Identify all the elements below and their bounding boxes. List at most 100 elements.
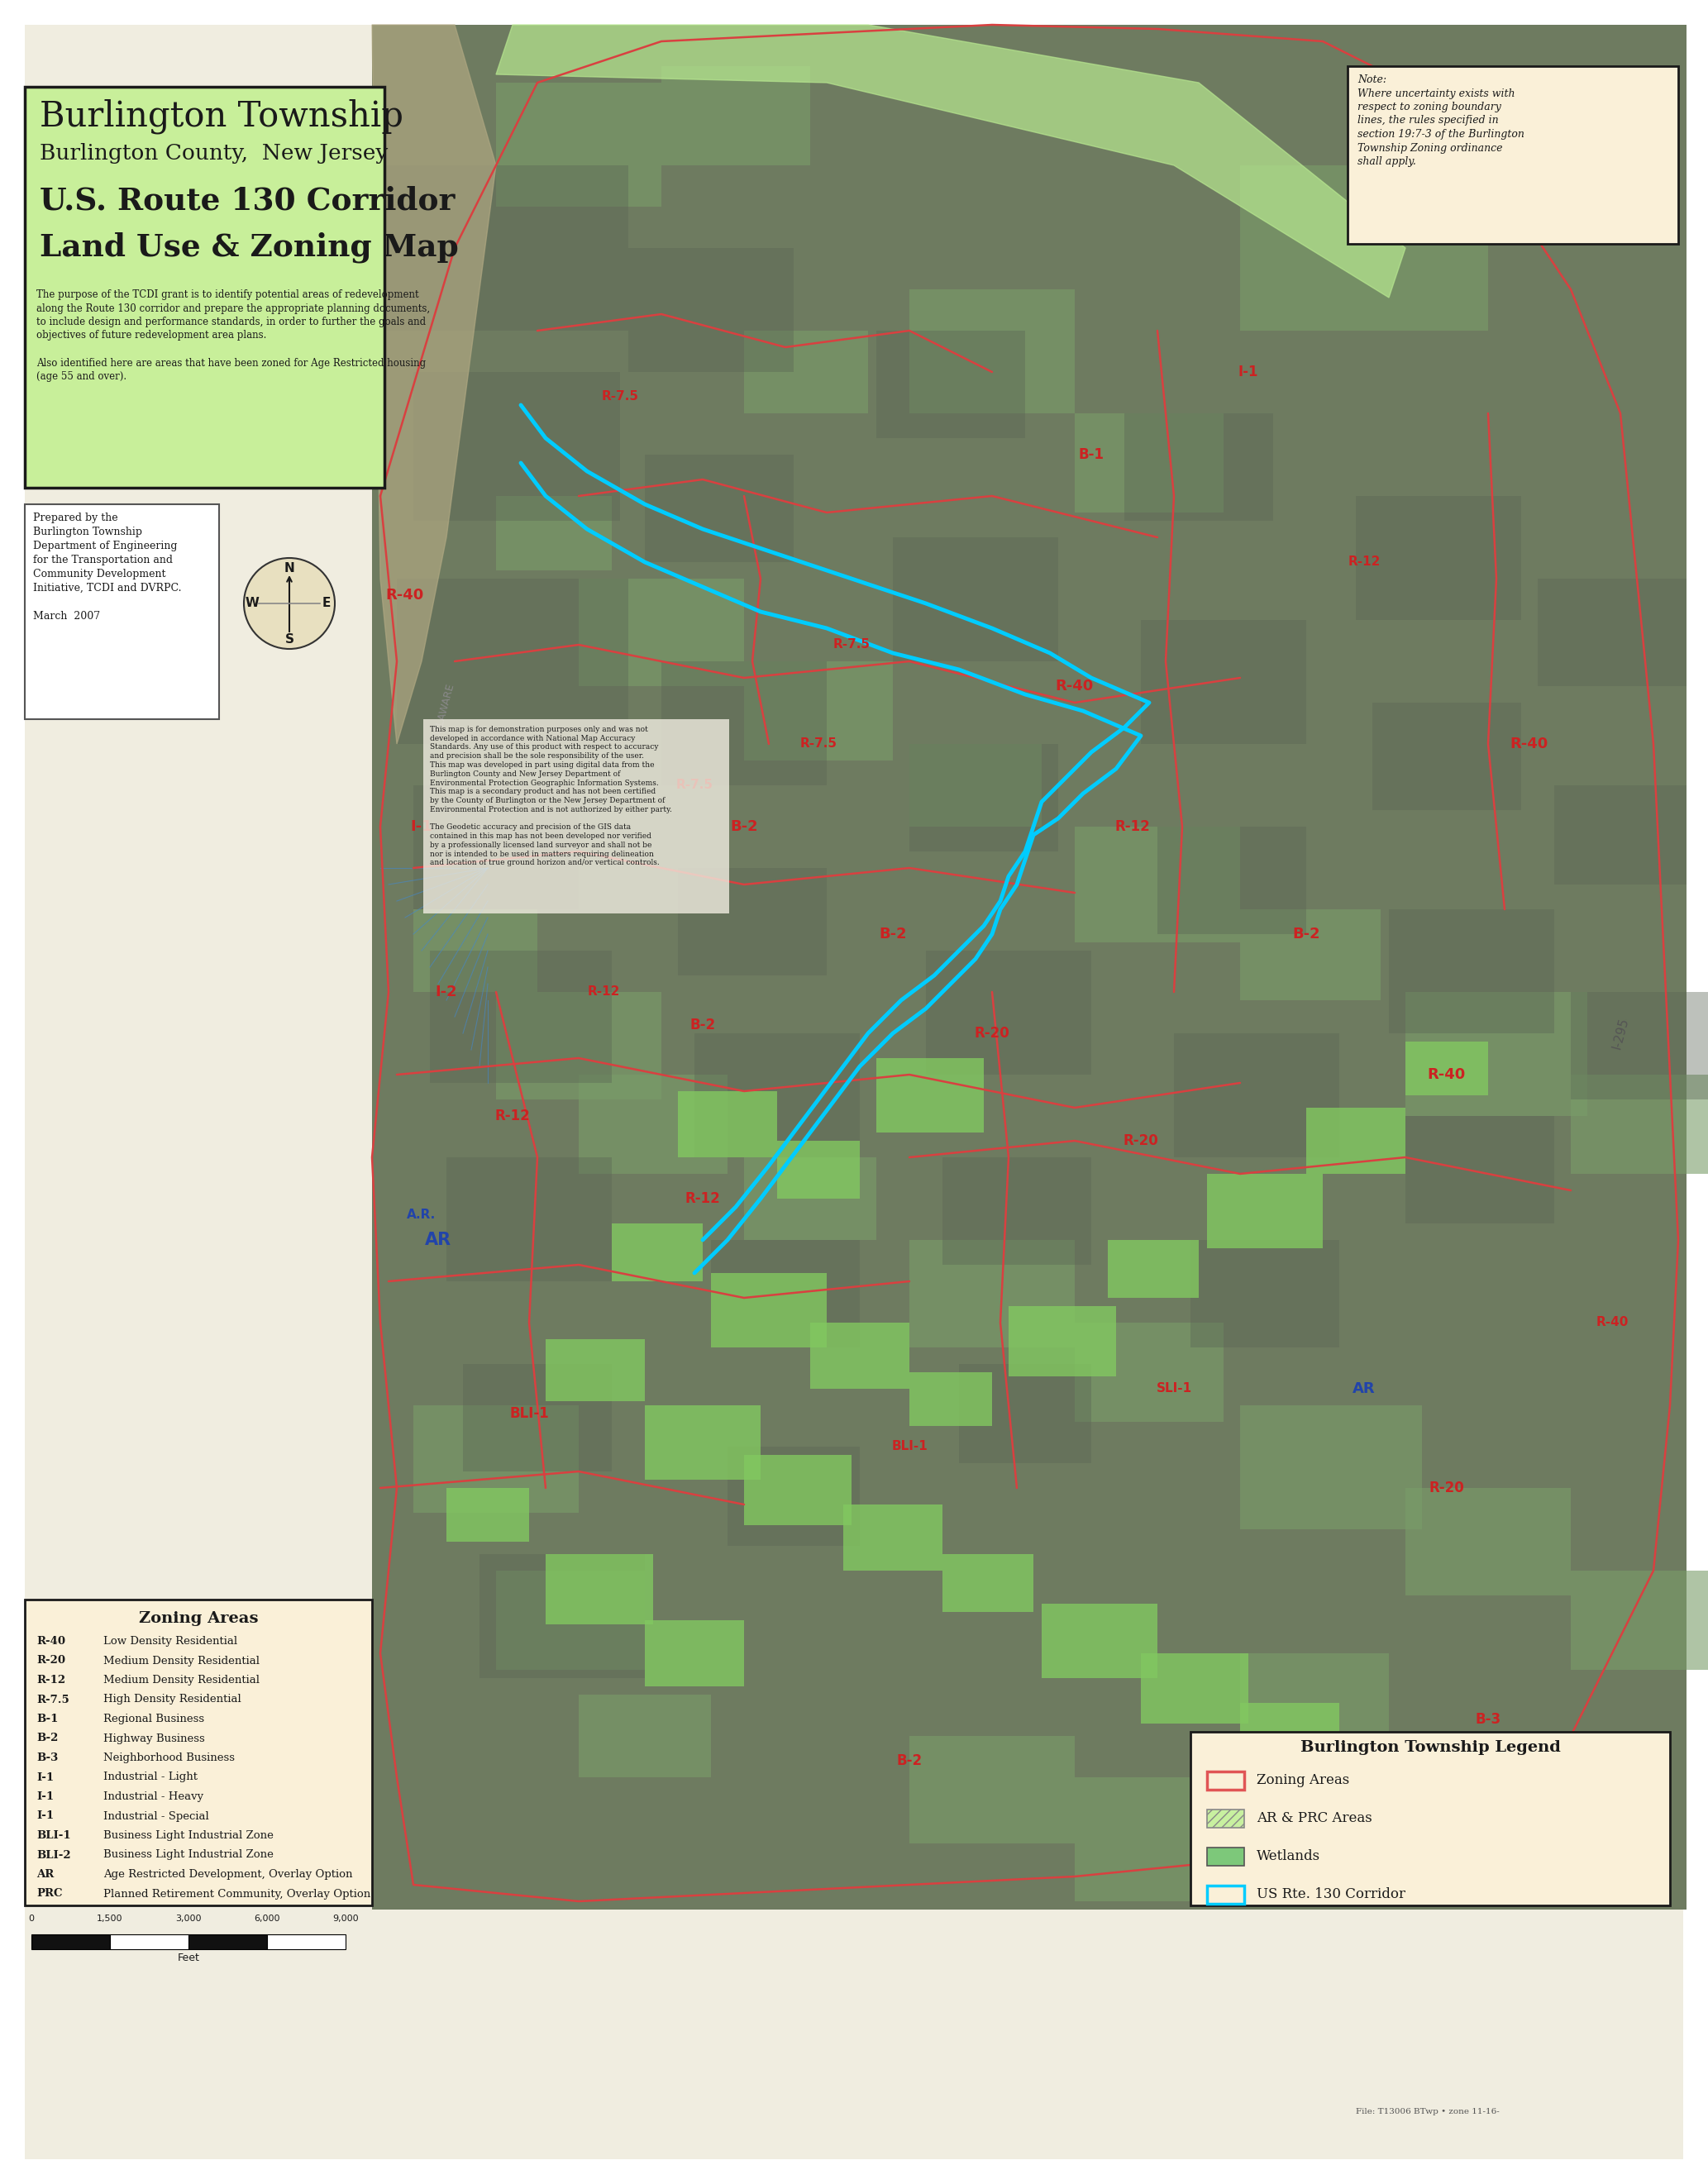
Text: Medium Density Residential: Medium Density Residential: [104, 1655, 260, 1666]
Text: BLI-1: BLI-1: [892, 1441, 927, 1452]
Bar: [1074, 828, 1240, 941]
Bar: [463, 1365, 611, 1472]
Bar: [1554, 786, 1686, 885]
Bar: [1208, 1811, 1243, 1828]
Bar: [1389, 909, 1554, 1033]
Text: Prepared by the
Burlington Township
Department of Engineering
for the Transporta: Prepared by the Burlington Township Depa…: [32, 513, 181, 622]
Text: B-2: B-2: [729, 819, 758, 834]
Text: B-1: B-1: [36, 1714, 58, 1725]
Text: I-1: I-1: [36, 1771, 55, 1782]
Bar: [188, 1935, 266, 1950]
Text: R-40: R-40: [1056, 679, 1093, 695]
Bar: [661, 66, 810, 166]
Bar: [545, 1555, 652, 1625]
Text: R-12: R-12: [685, 1190, 721, 1206]
Text: Medium Density Residential: Medium Density Residential: [104, 1675, 260, 1686]
Bar: [1372, 703, 1522, 810]
Bar: [446, 1487, 529, 1542]
Bar: [909, 1241, 1074, 1348]
Polygon shape: [495, 24, 1406, 297]
Bar: [413, 909, 538, 992]
Bar: [1208, 1173, 1322, 1249]
Text: Regional Business: Regional Business: [104, 1714, 205, 1725]
Text: Age Restricted Development, Overlay Option: Age Restricted Development, Overlay Opti…: [104, 1870, 352, 1880]
Text: R-40: R-40: [36, 1636, 65, 1647]
Bar: [611, 1223, 702, 1282]
Text: W: W: [246, 596, 260, 609]
Text: R-7.5: R-7.5: [834, 638, 869, 651]
Bar: [579, 1695, 711, 1778]
Text: 1,500: 1,500: [97, 1915, 123, 1922]
Bar: [495, 83, 661, 207]
Text: B-2: B-2: [1293, 926, 1320, 941]
Text: E: E: [323, 596, 331, 609]
Text: I-1: I-1: [410, 819, 432, 834]
Text: Industrial - Light: Industrial - Light: [104, 1771, 198, 1782]
Text: Land Use & Zoning Map: Land Use & Zoning Map: [39, 232, 459, 262]
Bar: [926, 950, 1091, 1075]
Bar: [661, 662, 827, 786]
Bar: [893, 537, 1059, 662]
Bar: [109, 1935, 188, 1950]
Bar: [1124, 413, 1272, 520]
Bar: [958, 1365, 1091, 1463]
Bar: [728, 1446, 859, 1546]
Bar: [1537, 579, 1686, 686]
Text: A.R.: A.R.: [407, 1210, 436, 1221]
Bar: [579, 1075, 728, 1173]
Text: B-1: B-1: [1078, 448, 1103, 463]
Text: Planned Retirement Community, Overlay Option: Planned Retirement Community, Overlay Op…: [104, 1889, 371, 1900]
Text: R-40: R-40: [386, 587, 424, 603]
Bar: [646, 1404, 760, 1481]
Bar: [629, 249, 794, 371]
Text: R-12: R-12: [1348, 557, 1380, 568]
Text: R-40: R-40: [1428, 1068, 1465, 1081]
Bar: [1208, 1771, 1243, 1789]
Text: U.S. Route 130 Corridor: U.S. Route 130 Corridor: [39, 186, 454, 216]
Bar: [646, 1621, 745, 1686]
Bar: [413, 1404, 579, 1514]
Text: I-1: I-1: [36, 1811, 55, 1821]
Text: Burlington County,  New Jersey: Burlington County, New Jersey: [39, 142, 388, 164]
Bar: [1042, 1603, 1158, 1677]
Bar: [909, 1736, 1074, 1843]
Bar: [1208, 1885, 1243, 1904]
Bar: [26, 1599, 372, 1904]
Bar: [1141, 1653, 1249, 1723]
Text: B-2: B-2: [690, 1018, 716, 1033]
Bar: [26, 87, 384, 487]
Text: R-7.5: R-7.5: [799, 738, 837, 749]
Text: SLI-1: SLI-1: [1156, 1382, 1192, 1396]
Text: Zoning Areas: Zoning Areas: [138, 1612, 258, 1627]
Text: AR & PRC Areas: AR & PRC Areas: [1257, 1811, 1372, 1826]
Bar: [909, 288, 1074, 413]
Bar: [909, 745, 1059, 852]
Bar: [31, 1935, 109, 1950]
Bar: [1240, 1704, 1339, 1769]
Bar: [480, 1555, 646, 1677]
Bar: [876, 1057, 984, 1133]
Bar: [678, 1092, 777, 1158]
Text: Low Density Residential: Low Density Residential: [104, 1636, 237, 1647]
Text: Wetlands: Wetlands: [1257, 1850, 1320, 1863]
Bar: [1240, 1653, 1389, 1752]
Bar: [1406, 83, 1612, 232]
Bar: [909, 745, 1042, 828]
Bar: [943, 1555, 1033, 1612]
Text: File: T13006 BTwp • zone 11-16-: File: T13006 BTwp • zone 11-16-: [1356, 2108, 1500, 2116]
Text: High Density Residential: High Density Residential: [104, 1695, 241, 1706]
Text: R-7.5: R-7.5: [676, 780, 712, 791]
Bar: [1141, 620, 1307, 745]
Text: Neighborhood Business: Neighborhood Business: [104, 1752, 234, 1762]
Text: 3,000: 3,000: [176, 1915, 202, 1922]
Bar: [495, 496, 611, 570]
Bar: [1190, 1732, 1670, 1904]
Text: US Rte. 130 Corridor: US Rte. 130 Corridor: [1257, 1887, 1406, 1902]
Text: R-40: R-40: [1510, 736, 1549, 751]
Bar: [1190, 1241, 1339, 1348]
Text: Business Light Industrial Zone: Business Light Industrial Zone: [104, 1850, 273, 1861]
Circle shape: [244, 557, 335, 649]
Bar: [413, 371, 620, 520]
Bar: [695, 1033, 859, 1158]
Bar: [711, 1241, 859, 1348]
